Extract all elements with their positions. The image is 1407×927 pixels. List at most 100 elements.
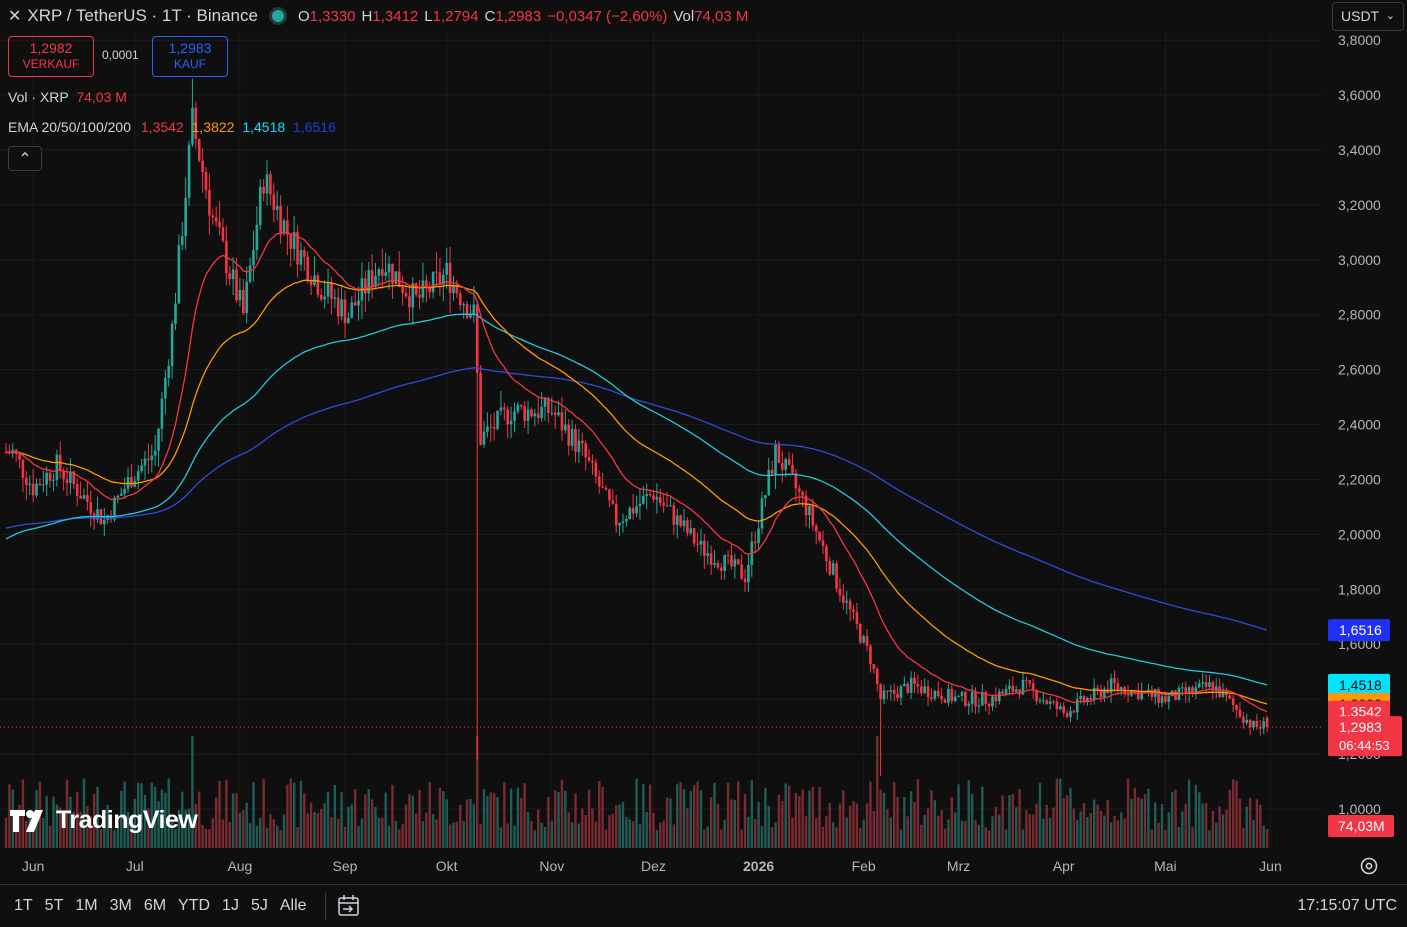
candle-body — [692, 528, 696, 544]
range-1m[interactable]: 1M — [75, 897, 98, 914]
candle-body — [940, 696, 943, 700]
candle-body — [686, 520, 689, 534]
volume-bar — [1092, 799, 1096, 848]
volume-bar — [143, 794, 147, 848]
calendar-goto-icon[interactable] — [336, 893, 362, 919]
utc-clock[interactable]: 17:15:07 UTC — [1297, 897, 1397, 914]
volume-bar — [1048, 817, 1052, 848]
candle-body — [96, 509, 99, 520]
currency-select[interactable]: USDT ⌄ — [1332, 2, 1404, 31]
candle-body — [160, 398, 164, 429]
volume-bar — [391, 784, 394, 848]
volume-bar — [1221, 814, 1225, 848]
volume-bar — [1052, 807, 1055, 848]
volume-bar — [445, 799, 448, 848]
volume-bar — [1109, 822, 1113, 848]
range-all[interactable]: Alle — [279, 897, 307, 914]
last-price-tag-bg — [1328, 716, 1402, 757]
candle-body — [1184, 687, 1188, 694]
candle-body — [574, 429, 577, 452]
symbol-legend: ✕ XRP / TetherUS · 1T · Binance O 1,3330 … — [8, 4, 748, 28]
candle-body — [682, 520, 686, 527]
settings-icon[interactable] — [1358, 855, 1380, 877]
candle-body — [852, 609, 855, 612]
range-5y[interactable]: 5J — [250, 897, 268, 914]
close-icon[interactable]: ✕ — [8, 8, 22, 25]
x-tick-label: Jul — [126, 858, 144, 874]
volume-bar — [801, 789, 804, 848]
range-5d[interactable]: 5T — [44, 897, 64, 914]
sell-button[interactable]: 1,2982 VERKAUF — [8, 36, 94, 77]
ema100-price-tag-bg — [1328, 673, 1390, 696]
candle-body — [309, 280, 313, 285]
volume-bar — [781, 801, 784, 848]
candle-body — [1011, 685, 1015, 692]
volume-bar — [1198, 792, 1201, 848]
ema-legend[interactable]: EMA 20/50/100/200 1,3542 1,3822 1,4518 1… — [8, 119, 336, 135]
candle-body — [828, 561, 832, 575]
candle-body — [536, 413, 540, 419]
symbol-title[interactable]: XRP / TetherUS · 1T · Binance — [27, 6, 258, 25]
volume-bar — [530, 821, 533, 848]
collapse-legend-button[interactable]: ⌃ — [8, 146, 42, 171]
sell-label: VERKAUF — [22, 57, 80, 71]
candle-body — [1255, 720, 1259, 727]
volume-bar — [221, 819, 225, 848]
volume-bar — [560, 779, 564, 848]
range-ytd[interactable]: YTD — [178, 897, 211, 914]
range-1y[interactable]: 1J — [222, 897, 239, 914]
candle-body — [28, 483, 32, 485]
range-1d[interactable]: 1T — [14, 897, 33, 914]
candle-body — [842, 595, 845, 603]
volume-bar — [1174, 789, 1177, 848]
candle-body — [197, 139, 201, 161]
volume-bar — [496, 797, 499, 848]
volume-bar — [757, 801, 760, 848]
buy-button[interactable]: 1,2983 KAUF — [152, 36, 228, 77]
volume-bar — [584, 815, 587, 848]
candle-body — [1181, 687, 1184, 689]
candle-body — [438, 272, 442, 285]
volume-bar — [618, 804, 621, 848]
volume-bar — [621, 801, 625, 848]
volume-bar — [1191, 826, 1194, 848]
x-tick-label: Dez — [641, 858, 666, 874]
y-tick-label: 1,8000 — [1338, 581, 1381, 597]
volume-legend[interactable]: Vol · XRP 74,03 M — [8, 89, 127, 105]
candle-body — [248, 265, 252, 282]
candle-body — [540, 406, 543, 419]
volume-bar — [577, 823, 581, 848]
candle-body — [1262, 721, 1265, 729]
candle-body — [747, 564, 750, 583]
candle-body — [265, 174, 269, 194]
range-6m[interactable]: 6M — [143, 897, 167, 914]
candle-body — [1028, 680, 1032, 684]
candle-body — [892, 690, 896, 694]
range-3m[interactable]: 3M — [109, 897, 132, 914]
candle-body — [611, 500, 615, 504]
volume-bar — [937, 815, 940, 848]
candle-body — [428, 286, 432, 293]
candle-body — [252, 250, 255, 266]
volume-bar — [815, 817, 818, 848]
x-tick-label: Sep — [333, 858, 358, 874]
volume-bar — [774, 822, 777, 848]
volume-bar — [1184, 803, 1187, 848]
volume-bar — [465, 799, 469, 848]
volume-bar — [435, 819, 438, 848]
volume-bar — [96, 786, 99, 848]
volume-bar — [862, 819, 865, 848]
candle-body — [150, 455, 154, 461]
candle-body — [916, 684, 920, 687]
vol-value: 74,03 M — [694, 7, 749, 25]
volume-bar — [1089, 813, 1092, 848]
volume-bar — [86, 805, 89, 848]
candle-body — [445, 262, 448, 275]
tradingview-logo[interactable]: TradingView — [10, 806, 198, 835]
volume-bar — [1262, 825, 1265, 848]
y-tick-label: 2,0000 — [1338, 526, 1381, 542]
candle-body — [1242, 716, 1245, 724]
last-price-tag: 1,2983 06:44:53 — [1328, 716, 1402, 757]
candle-body — [336, 297, 340, 317]
